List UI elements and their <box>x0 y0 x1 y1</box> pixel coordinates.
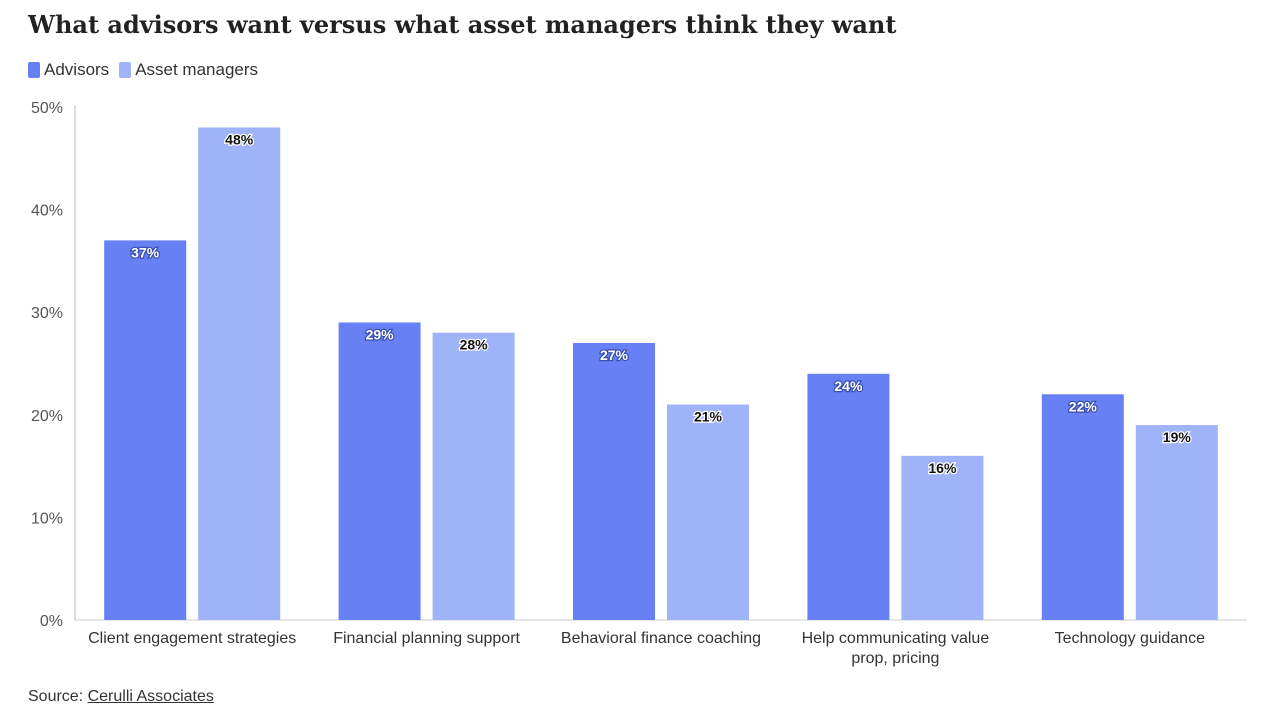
data-label: 22% <box>1069 398 1098 414</box>
bar-chart: 0% 10% 20% 30% 40% 50% 37% 48% Client engagement… <box>31 100 1247 667</box>
data-label: 29% <box>366 326 395 342</box>
bar-advisors <box>338 322 421 620</box>
legend-label-advisors: Advisors <box>44 60 110 79</box>
source-link[interactable]: Cerulli Associates <box>87 688 214 705</box>
chart-title: What advisors want versus what asset man… <box>28 10 897 39</box>
data-label: 28% <box>460 337 489 353</box>
bar-asset-managers <box>1135 425 1218 620</box>
legend-label-asset-managers: Asset managers <box>135 60 259 79</box>
bar-asset-managers <box>667 404 749 620</box>
bar-advisors <box>573 342 655 620</box>
x-tick-label: prop, pricing <box>851 650 939 667</box>
y-tick-label: 20% <box>31 408 63 425</box>
bar-advisors <box>807 373 890 620</box>
bar-advisors <box>104 240 187 620</box>
x-tick-label: Technology guidance <box>1055 630 1205 647</box>
legend-item-advisors[interactable]: Advisors <box>28 60 109 80</box>
data-label: 24% <box>834 378 863 394</box>
data-label: 16% <box>928 460 957 476</box>
x-tick-label: Help communicating value <box>802 630 990 647</box>
legend-item-asset-managers[interactable]: Asset managers <box>119 60 258 80</box>
data-label: 19% <box>1163 429 1192 445</box>
data-label: 37% <box>131 244 160 260</box>
data-label: 21% <box>694 409 723 425</box>
y-tick-label: 40% <box>31 203 63 220</box>
legend-swatch-advisors <box>28 62 40 78</box>
data-label: 27% <box>600 347 629 363</box>
bar-asset-managers <box>198 127 281 621</box>
data-label: 48% <box>225 132 254 148</box>
y-tick-label: 30% <box>31 305 63 322</box>
legend-swatch-asset-managers <box>119 62 132 78</box>
source-label: Source: <box>28 688 84 705</box>
x-tick-label: Financial planning support <box>333 630 520 647</box>
source-note: Source: Cerulli Associates <box>28 688 214 706</box>
y-tick-label: 50% <box>31 100 63 117</box>
bar-advisors <box>1041 394 1124 620</box>
x-tick-label: Client engagement strategies <box>88 630 296 647</box>
y-tick-label: 0% <box>40 613 63 630</box>
x-tick-label: Behavioral finance coaching <box>561 630 761 647</box>
y-tick-label: 10% <box>31 510 63 527</box>
bar-asset-managers <box>901 455 984 620</box>
bar-asset-managers <box>432 332 515 620</box>
legend: Advisors Asset managers <box>28 60 268 80</box>
